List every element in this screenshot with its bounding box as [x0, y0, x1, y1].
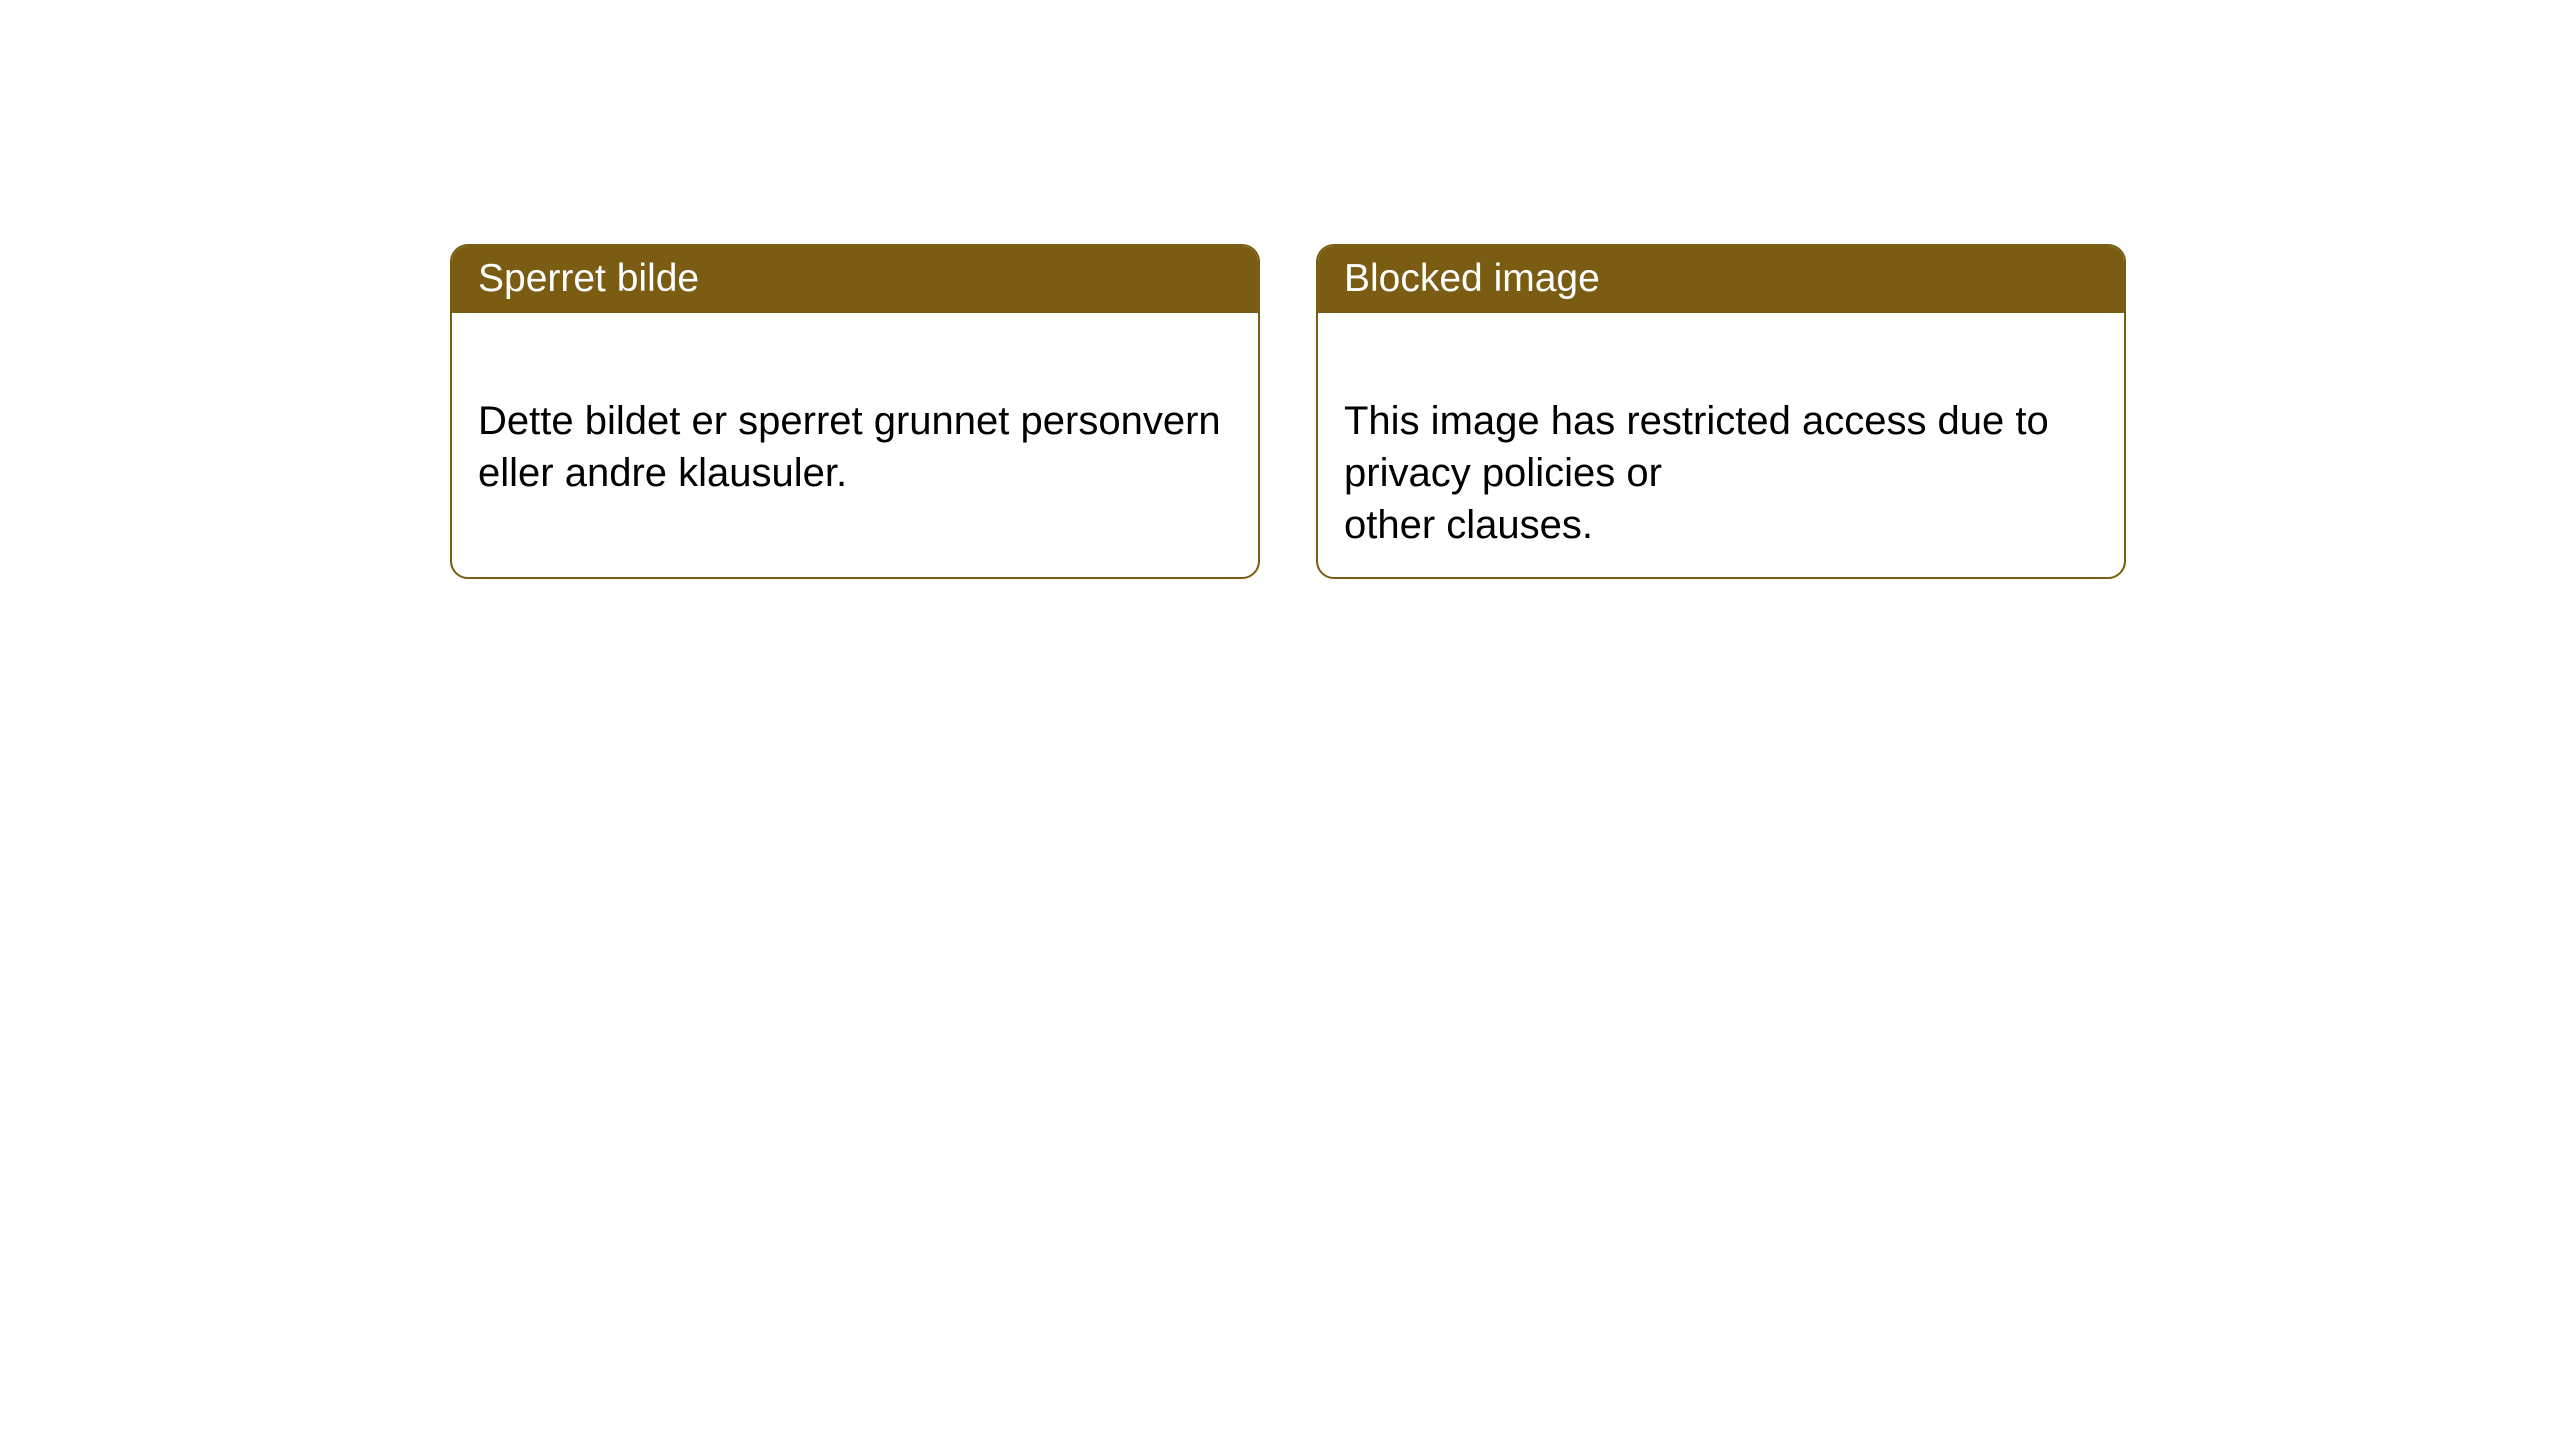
blocked-image-card-english: Blocked image This image has restricted … [1316, 244, 2126, 579]
card-body-norwegian: Dette bildet er sperret grunnet personve… [452, 313, 1258, 529]
card-header-english: Blocked image [1318, 246, 2124, 313]
card-title: Sperret bilde [478, 257, 699, 300]
card-header-norwegian: Sperret bilde [452, 246, 1258, 313]
card-body-english: This image has restricted access due to … [1318, 313, 2124, 579]
card-message: Dette bildet er sperret grunnet personve… [478, 399, 1221, 495]
blocked-image-card-norwegian: Sperret bilde Dette bildet er sperret gr… [450, 244, 1260, 579]
card-title: Blocked image [1344, 257, 1600, 300]
card-message: This image has restricted access due to … [1344, 399, 2049, 547]
notice-container: Sperret bilde Dette bildet er sperret gr… [0, 0, 2560, 579]
